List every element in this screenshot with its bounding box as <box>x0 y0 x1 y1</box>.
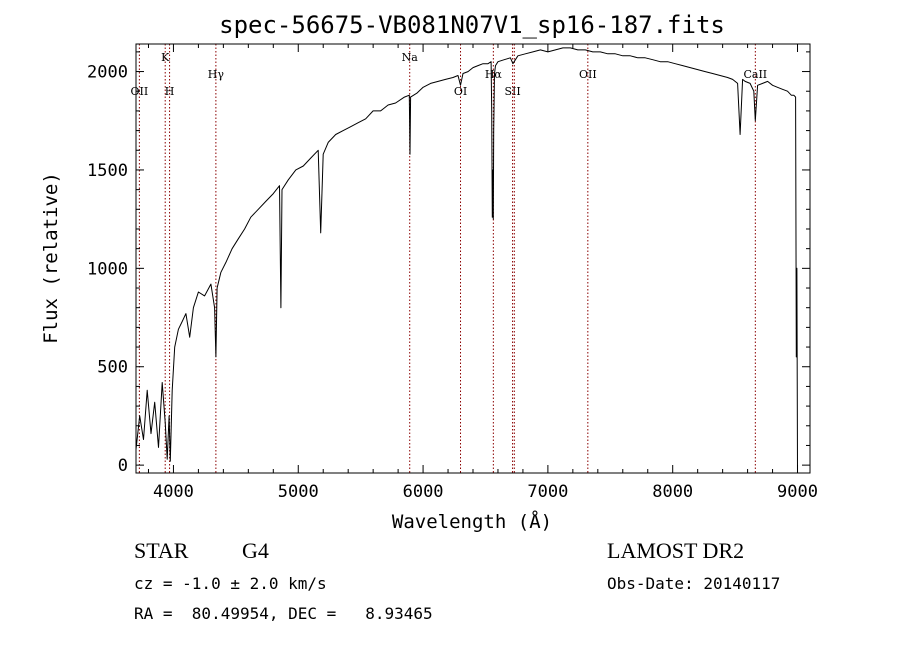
marker-label-2: H <box>165 85 175 98</box>
x-tick-label-3: 7000 <box>527 482 568 502</box>
x-tick-label-1: 5000 <box>278 482 319 502</box>
marker-label-9: OII <box>579 68 597 81</box>
y-tick-label-4: 2000 <box>87 63 128 83</box>
marker-label-3: Hγ <box>208 68 225 81</box>
chart-title: spec-56675-VB081N07V1_sp16-187.fits <box>219 11 725 39</box>
x-axis-label: Wavelength (Å) <box>392 510 552 533</box>
y-tick-label-2: 1000 <box>87 259 128 279</box>
x-tick-label-5: 9000 <box>777 482 818 502</box>
coordinates-readout: RA = 80.49954, DEC = 8.93465 <box>134 604 433 623</box>
marker-label-7: SII <box>504 85 520 98</box>
x-tick-label-0: 4000 <box>153 482 194 502</box>
plot-frame <box>135 43 811 474</box>
x-tick-label-4: 8000 <box>652 482 693 502</box>
y-tick-label-0: 0 <box>118 456 128 476</box>
marker-label-10: CaII <box>743 68 767 81</box>
marker-label-6: Hα <box>485 68 503 81</box>
redshift-readout: cz = -1.0 ± 2.0 km/s <box>134 574 327 593</box>
marker-label-1: K <box>161 51 170 64</box>
x-tick-label-2: 6000 <box>403 482 444 502</box>
spectrum-line <box>135 47 798 474</box>
axes <box>135 43 811 474</box>
object-subclass: G4 <box>242 538 269 563</box>
y-tick-label-3: 1500 <box>87 161 128 181</box>
survey-name: LAMOST DR2 <box>607 538 745 563</box>
object-class: STAR <box>134 538 189 563</box>
marker-label-5: OI <box>454 85 467 98</box>
y-tick-label-1: 500 <box>97 358 128 378</box>
axis-ticks: 4000 5000 6000 7000 8000 9000 0 500 1000 1500 2000 <box>87 44 818 502</box>
spectrum-series <box>135 47 798 474</box>
marker-label-4: Na <box>402 51 419 64</box>
y-axis-label: Flux (relative) <box>40 172 62 344</box>
obs-date: Obs-Date: 20140117 <box>607 574 781 593</box>
